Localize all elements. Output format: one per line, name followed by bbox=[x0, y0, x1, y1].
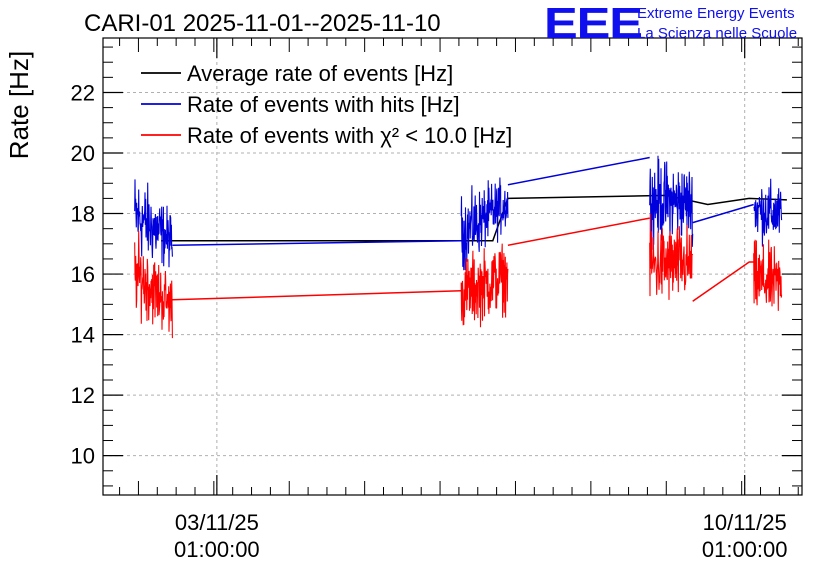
y-tick-label: 10 bbox=[71, 444, 95, 469]
axes: 1012141618202203/11/2501:00:0010/11/2501… bbox=[71, 38, 802, 562]
series-burst bbox=[753, 178, 783, 247]
y-tick-label: 14 bbox=[71, 323, 95, 348]
series-line bbox=[172, 289, 462, 301]
series-line bbox=[692, 203, 754, 224]
series-line bbox=[172, 240, 462, 247]
chart-title: CARI-01 2025-11-01--2025-11-10 bbox=[84, 10, 441, 37]
legend-label: Rate of events with χ² < 10.0 [Hz] bbox=[187, 123, 512, 148]
x-tick-label-date: 03/11/25 bbox=[175, 510, 259, 535]
series-burst bbox=[460, 243, 509, 328]
series-layer bbox=[134, 155, 787, 339]
grid bbox=[103, 38, 802, 495]
series-burst bbox=[649, 155, 694, 250]
series-burst bbox=[134, 230, 173, 339]
plot-frame bbox=[102, 37, 803, 496]
x-tick-label-time: 01:00:00 bbox=[174, 537, 260, 562]
series-burst bbox=[460, 177, 509, 271]
y-tick-label: 22 bbox=[71, 80, 95, 105]
series-burst bbox=[649, 213, 694, 300]
y-tick-label: 18 bbox=[71, 202, 95, 227]
legend-label: Rate of events with hits [Hz] bbox=[187, 92, 460, 117]
legend-label: Average rate of events [Hz] bbox=[187, 61, 453, 86]
logo-line-2: La Scienza nelle Scuole bbox=[637, 25, 798, 42]
x-tick-label-date: 10/11/25 bbox=[703, 510, 787, 535]
eee-logo: EEE bbox=[544, 0, 643, 48]
series-line bbox=[507, 217, 650, 247]
logo-line-1: Extreme Energy Events bbox=[637, 5, 795, 22]
y-tick-label: 16 bbox=[71, 262, 95, 287]
y-tick-label: 12 bbox=[71, 383, 95, 408]
series-burst bbox=[753, 239, 783, 311]
legend: Average rate of events [Hz] Rate of event… bbox=[141, 61, 512, 148]
x-tick-label-time: 01:00:00 bbox=[702, 537, 788, 562]
y-tick-label: 20 bbox=[71, 141, 95, 166]
series-burst bbox=[134, 179, 173, 268]
series-line bbox=[507, 156, 650, 186]
y-axis-label: Rate [Hz] bbox=[4, 51, 34, 159]
series-line bbox=[692, 261, 754, 302]
logo-text: Extreme Energy Events La Scienza nelle S… bbox=[637, 4, 797, 44]
